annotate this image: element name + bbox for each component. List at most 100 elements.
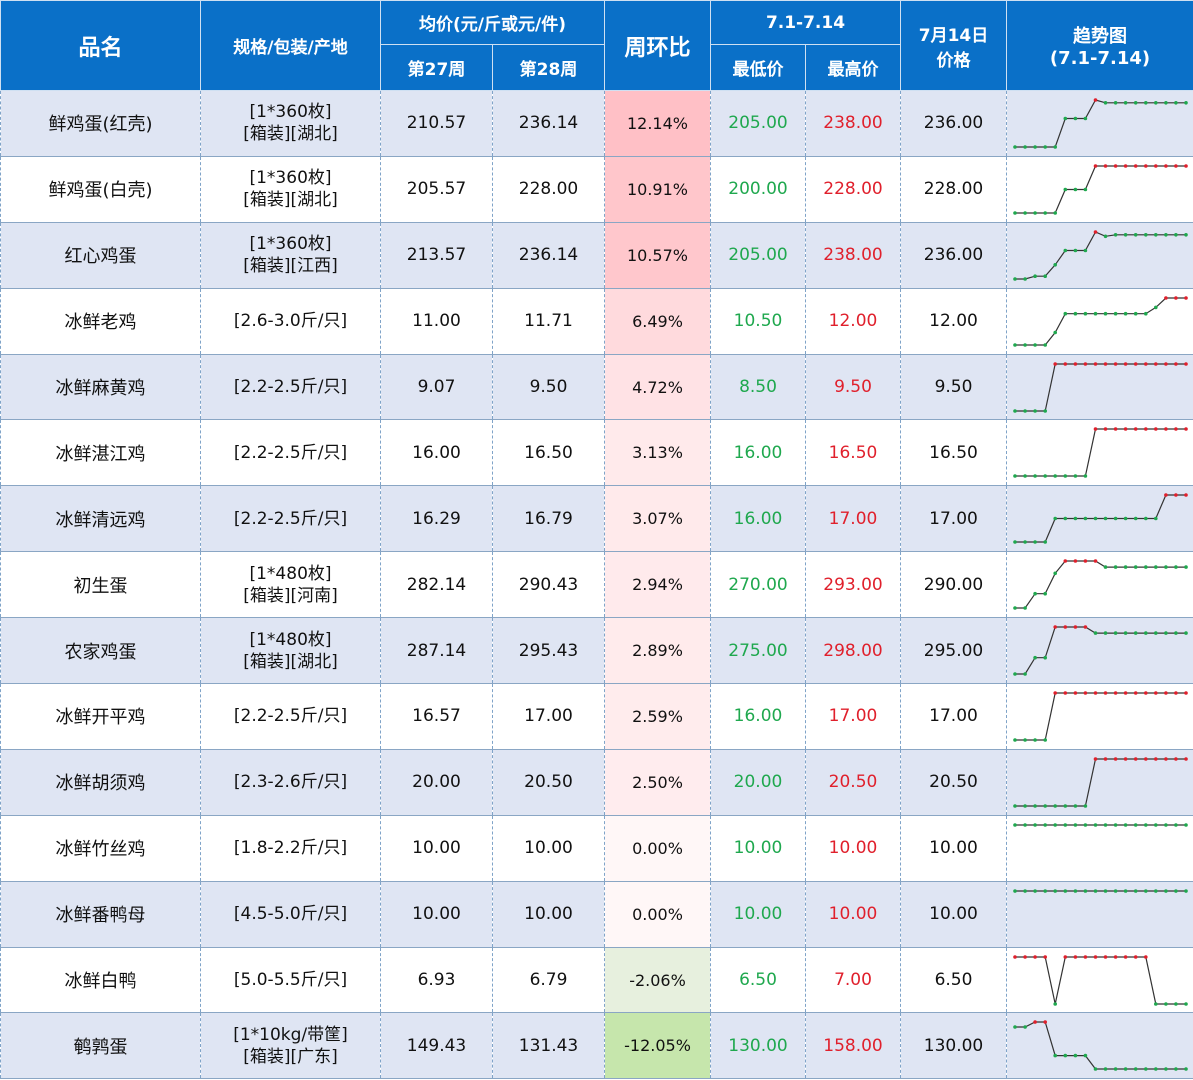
wow-change: 10.57% [604, 222, 711, 289]
min-price: 205.00 [710, 90, 806, 157]
price-jul14: 130.00 [900, 1012, 1007, 1080]
trend-point [1113, 691, 1118, 695]
trend-point [1154, 516, 1158, 521]
trend-point [1123, 100, 1128, 105]
trend-line [1015, 758, 1186, 807]
trend-point [1113, 631, 1118, 635]
trend-point [1013, 342, 1017, 347]
trend-point [1174, 888, 1178, 893]
trend-point [1013, 822, 1017, 827]
trend-point [1023, 804, 1027, 808]
trend-point [1023, 672, 1027, 676]
trend-point [1053, 1001, 1057, 1006]
trend-point [1083, 954, 1088, 959]
trend-point [1043, 1020, 1047, 1025]
trend-point [1073, 954, 1078, 959]
table-row: 冰鲜胡须鸡 [2.3-2.6斤/只] 20.00 20.50 2.50% 20.00 20.… [0, 749, 1193, 816]
trend-point [1164, 295, 1168, 300]
trend-point [1043, 592, 1047, 596]
trend-point [1123, 361, 1128, 366]
trend-point [1174, 631, 1178, 635]
trend-point [1154, 164, 1158, 168]
trend-point [1073, 474, 1078, 479]
table-row: 冰鲜番鸭母 [4.5-5.0斤/只] 10.00 10.00 0.00% 10.00 10.… [0, 881, 1193, 948]
trend-point [1133, 565, 1138, 570]
trend-point [1144, 516, 1148, 521]
max-price: 238.00 [805, 222, 901, 289]
trend-point [1144, 954, 1148, 959]
avg-week27: 149.43 [380, 1012, 493, 1080]
trend-point [1144, 232, 1148, 237]
trend-point [1053, 474, 1057, 479]
trend-point [1013, 804, 1017, 808]
trend-point [1083, 1054, 1088, 1058]
trend-point [1164, 1001, 1168, 1006]
trend-point [1033, 540, 1037, 545]
min-price: 275.00 [710, 617, 806, 685]
trend-point [1053, 330, 1057, 334]
trend-point [1184, 691, 1188, 695]
trend-point [1113, 888, 1118, 893]
product-spec: [4.5-5.0斤/只] [200, 881, 381, 948]
min-price: 10.50 [710, 288, 806, 355]
trend-sparkline-cell [1006, 156, 1193, 223]
trend-point [1053, 804, 1057, 808]
avg-week27: 11.00 [380, 288, 493, 355]
avg-week28: 16.50 [492, 419, 605, 487]
avg-week28: 11.71 [492, 288, 605, 355]
trend-point [1013, 1025, 1017, 1030]
trend-sparkline-cell [1006, 749, 1193, 816]
header-max: 最高价 [805, 44, 901, 91]
table-row: 鲜鸡蛋(红壳) [1*360枚] [箱装][湖北] 210.57 236.14 12.14… [0, 90, 1193, 157]
trend-point [1073, 888, 1078, 893]
price-jul14: 9.50 [900, 354, 1007, 421]
trend-point [1043, 474, 1047, 479]
trend-point [1083, 822, 1088, 827]
trend-point [1063, 116, 1068, 121]
trend-point [1093, 361, 1098, 366]
trend-point [1154, 631, 1158, 635]
trend-point [1083, 248, 1088, 253]
spec-line2: [箱装][湖北] [243, 190, 338, 211]
price-jul14: 10.00 [900, 815, 1007, 882]
trend-point [1083, 804, 1088, 808]
trend-point [1164, 1067, 1168, 1072]
avg-week27: 287.14 [380, 617, 493, 685]
avg-week28: 236.14 [492, 222, 605, 289]
trend-sparkline-cell [1006, 222, 1193, 289]
avg-week28: 20.50 [492, 749, 605, 816]
avg-week28: 6.79 [492, 947, 605, 1014]
header-name: 品名 [0, 0, 201, 91]
trend-point [1103, 234, 1108, 238]
avg-week28: 228.00 [492, 156, 605, 223]
product-name: 冰鲜开平鸡 [0, 683, 201, 750]
trend-point [1113, 757, 1118, 761]
trend-point [1133, 516, 1138, 521]
trend-point [1123, 691, 1128, 695]
trend-sparkline-cell [1006, 288, 1193, 355]
trend-point [1023, 822, 1027, 827]
trend-point [1174, 164, 1178, 168]
price-jul14: 20.50 [900, 749, 1007, 816]
min-price: 130.00 [710, 1012, 806, 1080]
table-row: 冰鲜竹丝鸡 [1.8-2.2斤/只] 10.00 10.00 0.00% 10.00 10.… [0, 815, 1193, 882]
trend-point [1013, 408, 1017, 413]
trend-point [1133, 164, 1138, 168]
min-price: 16.00 [710, 419, 806, 487]
trend-point [1123, 888, 1128, 893]
trend-point [1174, 100, 1178, 105]
trend-point [1033, 145, 1037, 149]
trend-sparkline-cell [1006, 815, 1193, 882]
product-spec: [5.0-5.5斤/只] [200, 947, 381, 1014]
wow-change: 3.13% [604, 419, 711, 487]
trend-point [1123, 311, 1128, 316]
trend-point [1164, 164, 1168, 168]
spec-line1: [1*360枚] [249, 168, 332, 189]
trend-point [1164, 427, 1168, 432]
product-name: 初生蛋 [0, 551, 201, 619]
product-name: 鲜鸡蛋(白壳) [0, 156, 201, 223]
trend-point [1063, 311, 1068, 316]
product-spec: [1*480枚] [箱装][河南] [200, 551, 381, 619]
trend-point [1174, 1067, 1178, 1072]
wow-change: 0.00% [604, 881, 711, 948]
